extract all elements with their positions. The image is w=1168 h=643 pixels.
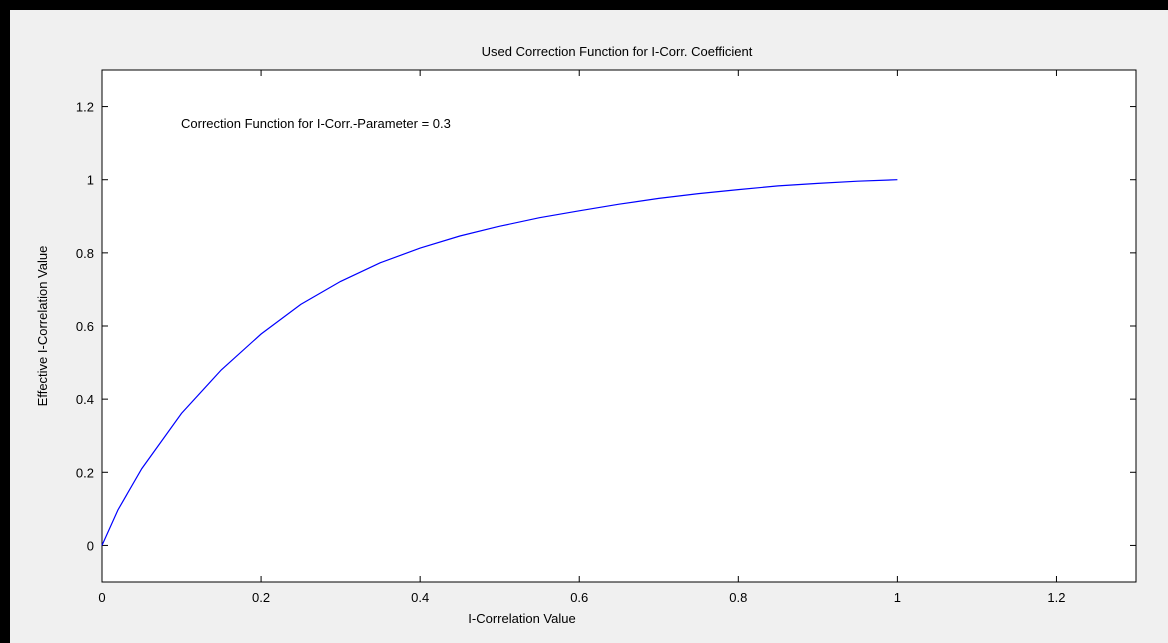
x-tick-label: 0.8 [729,590,747,605]
y-axis-label: Effective I-Correlation Value [35,246,50,407]
y-tick-label: 0.8 [76,246,94,261]
x-axis-label: I-Correlation Value [468,611,575,626]
x-tick-label: 1.2 [1047,590,1065,605]
y-tick-label: 0.4 [76,392,94,407]
x-tick-label: 1 [894,590,901,605]
chart-svg: Used Correction Function for I-Corr. Coe… [35,44,1137,626]
ticks-layer: 0 0.2 0.4 0.6 0.8 1 1.2 0 0.2 0.4 0.6 0.8 1 1.2 [76,70,1136,605]
plot-area [101,69,1137,583]
x-tick-label: 0.4 [411,590,429,605]
y-tick-label: 1.2 [76,100,94,115]
x-tick-label: 0 [98,590,105,605]
series-line [101,179,898,546]
figure-window: Used Correction Function for I-Corr. Coe… [10,10,1168,643]
x-tick-label: 0.2 [252,590,270,605]
y-tick-label: 0.6 [76,319,94,334]
annotation-text: Correction Function for I-Corr.-Paramete… [181,116,451,131]
y-tick-label: 0 [87,538,94,553]
series-layer [101,179,898,546]
y-tick-label: 1 [87,173,94,188]
x-tick-label: 0.6 [570,590,588,605]
y-tick-label: 0.2 [76,465,94,480]
chart-title: Used Correction Function for I-Corr. Coe… [482,44,753,59]
